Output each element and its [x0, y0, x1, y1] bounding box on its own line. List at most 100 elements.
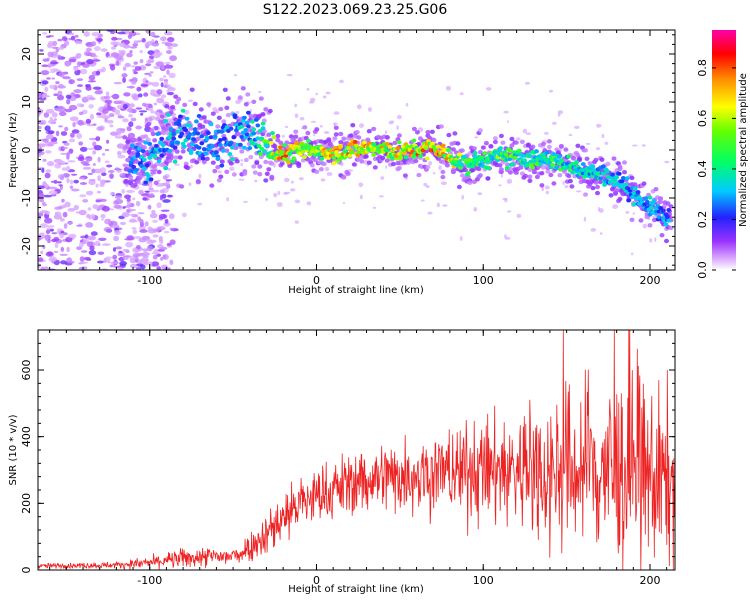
- spectrogram-cell: [242, 115, 247, 120]
- spectrogram-cell: [294, 220, 299, 224]
- spectrogram-cell: [477, 173, 483, 178]
- spectrogram-cell: [38, 125, 42, 130]
- spectrogram-cell: [427, 211, 433, 215]
- spectrogram-cell: [240, 162, 244, 167]
- spectrogram-cell: [198, 107, 204, 112]
- spectrogram-cell: [222, 87, 228, 93]
- spectrogram-cell: [660, 208, 666, 213]
- spectrogram-cell: [101, 205, 110, 212]
- spectrogram-cell: [153, 248, 158, 254]
- spectrogram-cell: [138, 237, 147, 243]
- spectrogram-cell: [396, 165, 402, 171]
- spectrogram-cell: [461, 194, 465, 200]
- spectrogram-cell: [632, 186, 638, 191]
- spectrogram-cell: [141, 38, 146, 43]
- spectrogram-cell: [146, 245, 153, 252]
- spectrogram-cell: [175, 129, 181, 134]
- spectrogram-cell: [420, 199, 425, 202]
- spectrogram-cell: [206, 102, 212, 107]
- spectrogram-cell: [142, 157, 147, 162]
- spectrogram-cell: [140, 84, 149, 87]
- spectrogram-cell: [254, 160, 260, 166]
- spectrogram-cell: [570, 156, 576, 161]
- spectrogram-cell: [42, 158, 47, 162]
- spectrogram-cell: [319, 125, 323, 128]
- spectrogram-cell: [246, 124, 251, 129]
- spectrogram-cell: [92, 150, 97, 155]
- spectrogram-cell: [69, 185, 74, 189]
- spectrogram-cell: [472, 150, 478, 155]
- spectrogram-cell: [212, 134, 218, 139]
- spectrogram-cell: [590, 228, 597, 232]
- spectrogram-cell: [45, 108, 55, 114]
- spectrogram-cell: [276, 156, 282, 161]
- spectrogram-cell: [137, 40, 143, 43]
- spectrogram-cell: [134, 66, 142, 71]
- spectrogram-cell: [411, 155, 417, 159]
- spectrogram-cell: [500, 173, 503, 178]
- spectrogram-cell: [319, 156, 325, 161]
- spectrogram-cell: [88, 179, 96, 186]
- spectrogram-cell: [403, 155, 409, 160]
- spectrogram-cell: [125, 157, 131, 163]
- spectrogram-cell: [44, 217, 53, 224]
- spectrogram-cell: [666, 218, 672, 223]
- spectrogram-cell: [114, 56, 123, 59]
- spectrogram-cell: [379, 195, 384, 198]
- spectrogram-cell: [118, 250, 123, 254]
- spectrogram-cell: [162, 175, 168, 180]
- spectrogram-cell: [166, 50, 172, 54]
- spectrogram-cell: [124, 238, 133, 241]
- spectrogram-cell: [477, 192, 483, 196]
- spectrogram-cell: [257, 172, 263, 177]
- spectrogram-cell: [396, 140, 402, 145]
- spectrogram-cell: [109, 173, 114, 179]
- spectrogram-cell: [498, 146, 503, 151]
- spectrogram-cell: [85, 222, 94, 228]
- spectrogram-cell: [102, 108, 109, 114]
- spectrogram-cell: [425, 130, 431, 135]
- spectrogram-cell: [88, 137, 98, 141]
- spectrogram-cell: [117, 151, 122, 156]
- spectrogram-cell: [61, 36, 68, 42]
- spectrogram-cell: [600, 164, 606, 169]
- spectrogram-cell: [507, 170, 513, 175]
- spectrogram-cell: [490, 157, 495, 161]
- spectrogram-cell: [258, 90, 262, 93]
- spectrogram-cell: [522, 158, 527, 163]
- spectrogram-cell: [130, 117, 137, 122]
- spectrogram-cell: [176, 122, 182, 127]
- spectrogram-cell: [122, 103, 128, 110]
- spectrogram-cell: [159, 123, 165, 128]
- spectrogram-cell: [60, 152, 68, 155]
- spectrogram-cell: [384, 130, 388, 135]
- spectrogram-cell: [132, 94, 139, 101]
- chart-title: S122.2023.069.23.25.G06: [263, 2, 448, 18]
- spectrogram-cell: [63, 223, 68, 229]
- spectrogram-cell: [196, 114, 202, 118]
- spectrogram-cell: [504, 198, 508, 203]
- spectrogram-cell: [131, 164, 137, 169]
- spectrogram-cell: [152, 234, 159, 238]
- spectrogram-cell: [160, 36, 167, 42]
- spectrogram-cell: [87, 235, 96, 241]
- spectrogram-cell: [298, 177, 304, 181]
- spectrogram-cell: [161, 94, 167, 99]
- spectrogram-cell: [139, 225, 146, 231]
- spectrogram-cell: [77, 119, 84, 126]
- spectrogram-cell: [114, 109, 121, 115]
- spectrogram-cell: [168, 153, 174, 159]
- spectrogram-cell: [106, 139, 110, 144]
- spectrogram-cell: [51, 46, 58, 49]
- spectrogram-cell: [142, 248, 148, 252]
- spectrogram-cell: [257, 164, 263, 169]
- spectrogram-cell: [236, 132, 242, 137]
- spectrogram-cell: [87, 45, 92, 48]
- spectrogram-cell: [45, 35, 51, 38]
- spectrogram-cell: [228, 126, 234, 131]
- colorbar-tick-label: 0.8: [696, 59, 709, 77]
- spectrogram-cell: [163, 119, 169, 124]
- spectrogram-cell: [658, 199, 663, 204]
- spectrogram-cell: [492, 139, 498, 145]
- spectrogram-cell: [88, 74, 96, 81]
